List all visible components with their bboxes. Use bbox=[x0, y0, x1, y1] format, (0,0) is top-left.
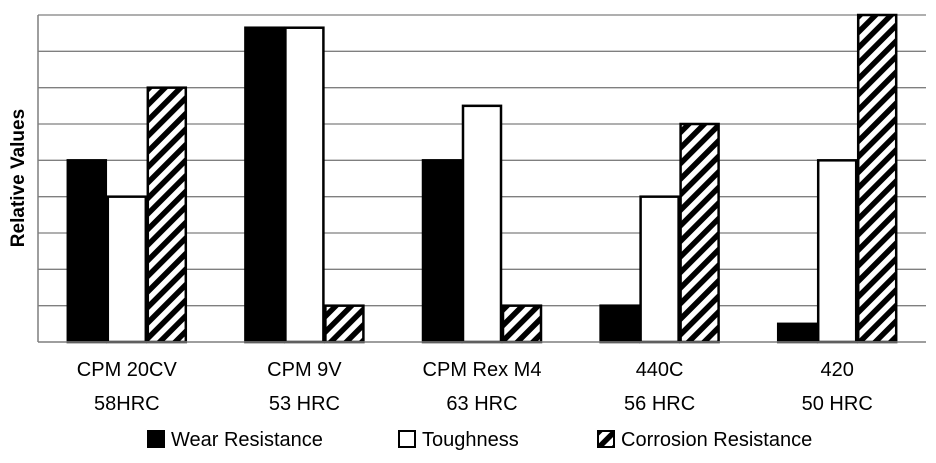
legend-label: Toughness bbox=[422, 429, 519, 451]
legend-label: Corrosion Resistance bbox=[621, 429, 812, 451]
bar-wear-resistance bbox=[421, 159, 463, 344]
legend-swatch bbox=[147, 430, 165, 448]
bar-corrosion-resistance bbox=[856, 13, 898, 344]
bar-toughness bbox=[284, 26, 325, 344]
legend: Wear Resistance Toughness Corrosion Resist… bbox=[147, 429, 812, 451]
bar-wear-resistance bbox=[244, 26, 285, 344]
bar-wear-resistance bbox=[66, 159, 108, 344]
bars bbox=[66, 13, 898, 344]
bar-wear-resistance bbox=[599, 304, 640, 344]
x-tick-label: CPM 20CV 58HRC bbox=[77, 359, 178, 415]
legend-item-toughness: Toughness bbox=[398, 429, 519, 451]
legend-swatch bbox=[597, 430, 615, 448]
bar-toughness bbox=[461, 104, 503, 344]
legend-swatch bbox=[398, 430, 416, 448]
x-tick-label: 420 50 HRC bbox=[802, 359, 873, 415]
axes bbox=[37, 15, 926, 343]
bar-corrosion-resistance bbox=[146, 86, 188, 344]
x-tick-label: CPM Rex M4 63 HRC bbox=[423, 359, 542, 415]
y-axis-title: Relative Values bbox=[8, 109, 29, 247]
bar-corrosion-resistance bbox=[501, 304, 543, 344]
bar-toughness bbox=[639, 195, 680, 344]
legend-item-corrosion-resistance: Corrosion Resistance bbox=[597, 429, 812, 451]
bar-corrosion-resistance bbox=[679, 122, 720, 344]
bar-toughness bbox=[106, 195, 148, 344]
legend-item-wear-resistance: Wear Resistance bbox=[147, 429, 323, 451]
x-tick-label: CPM 9V 53 HRC bbox=[267, 359, 342, 415]
legend-label: Wear Resistance bbox=[171, 429, 323, 451]
bar-wear-resistance bbox=[776, 322, 818, 344]
bar-toughness bbox=[816, 159, 858, 344]
bar-corrosion-resistance bbox=[324, 304, 365, 344]
x-tick-label: 440C 56 HRC bbox=[624, 359, 695, 415]
x-axis-labels: CPM 20CV 58HRC CPM 9V 53 HRC CPM Rex M4 63 HR… bbox=[77, 359, 873, 415]
